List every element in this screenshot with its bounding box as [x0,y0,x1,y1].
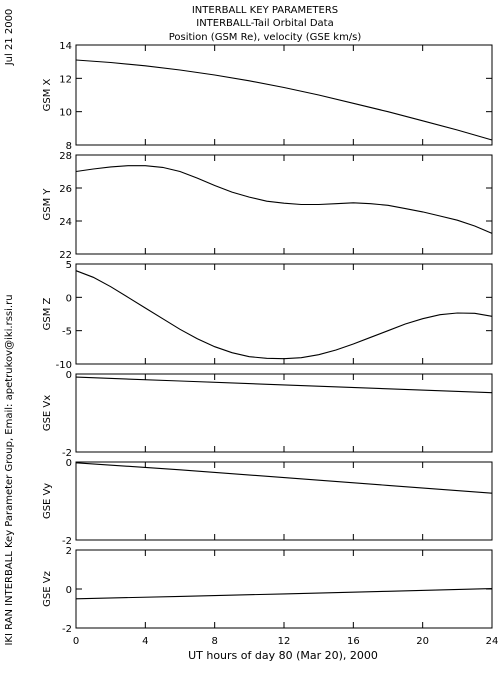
chart-title-line1: INTERBALL KEY PARAMETERS [192,5,338,16]
y-tick-label: 0 [66,370,72,381]
y-tick-label: -2 [62,448,72,459]
x-tick-label: 4 [142,636,148,647]
y-tick-label: 26 [59,184,72,195]
x-tick-label: 24 [486,636,499,647]
panel-gsm-y: 22 24 26 28 GSM Y [42,151,493,261]
series-line-gsm-z [75,270,493,360]
y-tick-label: 28 [59,151,72,162]
x-tick-label: 16 [347,636,360,647]
chart-title-line2: INTERBALL-Tail Orbital Data [196,18,333,29]
chart-title-line3: Position (GSM Re), velocity (GSE km/s) [169,32,362,43]
y-tick-label: 14 [59,41,72,52]
y-tick-label: 0 [66,585,72,596]
panel-gsm-x: 8 10 12 14 GSM X [42,41,493,152]
y-tick-label: -2 [62,624,72,635]
series-line-gse-vx [75,376,493,394]
y-axis-label: GSM Z [42,297,53,330]
y-axis-label: GSE Vy [42,483,53,519]
x-tick-label: 0 [73,636,79,647]
x-axis-label: UT hours of day 80 (Mar 20), 2000 [188,649,378,662]
y-tick-label: 12 [59,74,72,85]
panel-gse-vy: -2 0 GSE Vy [42,458,493,547]
panel-gsm-z: -10 -5 0 5 GSM Z [42,260,493,371]
y-axis-label: GSM X [42,78,53,111]
y-axis-label: GSE Vz [42,571,53,607]
panel-gse-vx: -2 0 GSE Vx [42,370,493,459]
x-tick-label: 8 [211,636,217,647]
y-tick-label: 0 [66,458,72,469]
y-tick-label: -5 [62,327,72,338]
y-tick-label: 2 [66,546,72,557]
y-tick-label: -2 [62,536,72,547]
x-axis-tick-labels: 0 4 8 12 16 20 24 [73,636,499,647]
y-axis-label: GSM Y [42,188,53,221]
series-line-gsm-x [75,59,493,141]
panel-frame [75,549,493,629]
y-tick-label: 8 [66,141,72,152]
y-tick-label: -10 [56,360,72,371]
y-tick-label: 24 [59,217,72,228]
side-date: Jul 21 2000 [4,9,15,67]
side-credit: IKI RAN INTERBALL Key Parameter Group, E… [4,294,15,645]
y-axis-label: GSE Vx [42,395,53,431]
y-tick-label: 5 [66,260,72,271]
panel-gse-vz: -2 0 2 GSE Vz [42,546,493,635]
panel-frame [75,461,493,541]
y-tick-label: 10 [59,108,72,119]
x-tick-label: 20 [416,636,429,647]
panel-frame [75,263,493,365]
series-line-gse-vz [75,588,493,600]
x-tick-label: 12 [278,636,291,647]
panel-frame [75,44,493,146]
y-tick-label: 22 [59,250,72,261]
series-line-gsm-y [75,165,493,234]
panel-frame [75,154,493,255]
panel-frame [75,373,493,453]
series-line-gse-vy [75,462,493,494]
y-tick-label: 0 [66,293,72,304]
